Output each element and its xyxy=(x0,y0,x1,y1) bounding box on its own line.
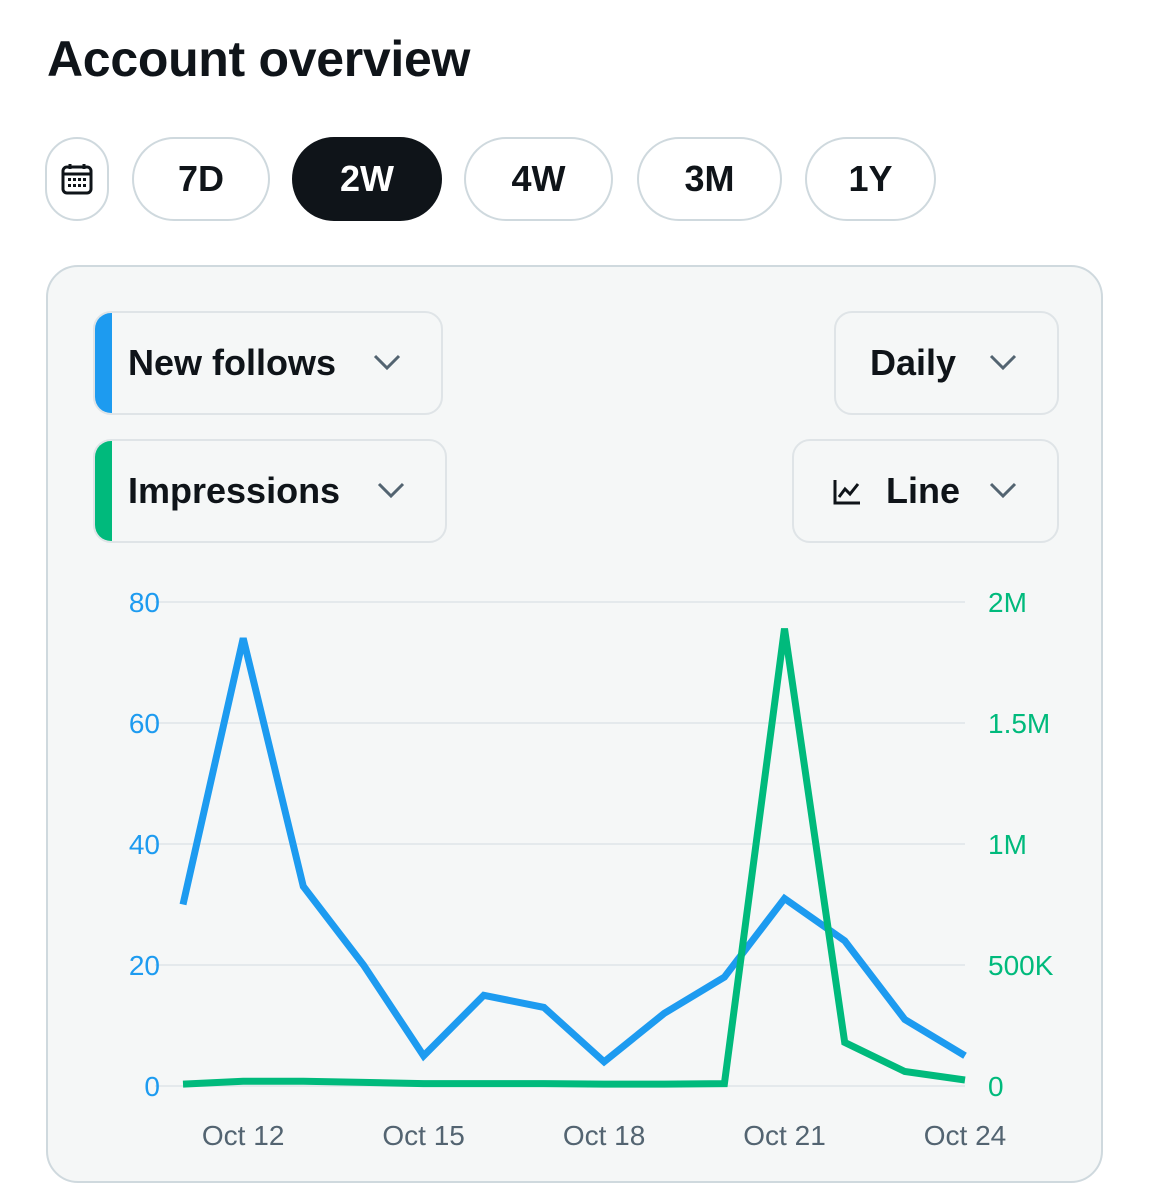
range-2w-button[interactable]: 2W xyxy=(292,137,442,221)
chevron-down-icon xyxy=(989,354,1017,371)
chevron-down-icon xyxy=(989,482,1017,499)
metric-secondary-label: Impressions xyxy=(128,470,341,511)
line-chart-icon xyxy=(833,480,860,505)
chevron-down-icon xyxy=(377,482,405,499)
metric-primary-dropdown[interactable]: New follows xyxy=(93,311,443,415)
series-color-bar xyxy=(95,441,112,541)
range-1y-button[interactable]: 1Y xyxy=(805,137,936,221)
range-4w-button[interactable]: 4W xyxy=(464,137,613,221)
metric-secondary-dropdown[interactable]: Impressions xyxy=(93,439,447,543)
chart-type-label: Line xyxy=(886,470,961,511)
chart-type-dropdown[interactable]: Line xyxy=(792,439,1059,543)
chart-card: New follows Impressions Daily Line xyxy=(46,265,1103,1183)
calendar-icon xyxy=(61,164,93,195)
interval-dropdown[interactable]: Daily xyxy=(834,311,1059,415)
metric-primary-label: New follows xyxy=(128,342,337,383)
range-3m-button[interactable]: 3M xyxy=(637,137,782,221)
interval-label: Daily xyxy=(870,342,957,383)
page-title: Account overview xyxy=(47,31,471,87)
time-range-selector: 7D 2W 4W 3M 1Y xyxy=(0,0,1149,240)
calendar-button[interactable] xyxy=(45,137,109,221)
chevron-down-icon xyxy=(373,354,401,371)
range-7d-button[interactable]: 7D xyxy=(132,137,270,221)
series-color-bar xyxy=(95,313,112,413)
